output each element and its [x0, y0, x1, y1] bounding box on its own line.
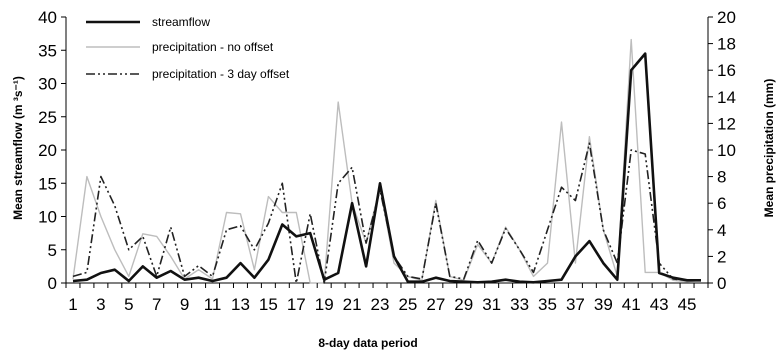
x-tick-label: 13: [231, 295, 250, 314]
x-tick-label: 39: [594, 295, 613, 314]
x-tick-label: 43: [650, 295, 669, 314]
y-right-tick-label: 14: [717, 88, 736, 107]
y-left-tick-label: 0: [48, 274, 57, 293]
x-tick-label: 21: [343, 295, 362, 314]
legend-label-precip-3day-offset: precipitation - 3 day offset: [152, 67, 290, 81]
x-tick-label: 11: [204, 295, 222, 314]
x-tick-label: 35: [538, 295, 557, 314]
x-tick-label: 29: [454, 295, 473, 314]
x-tick-label: 23: [371, 295, 390, 314]
y-right-tick-label: 20: [717, 8, 736, 27]
y-right-tick-label: 16: [717, 61, 736, 80]
legend: streamflow precipitation - no offset pre…: [86, 15, 290, 81]
y-right-tick-label: 4: [717, 221, 726, 240]
legend-label-precip-no-offset: precipitation - no offset: [152, 40, 274, 54]
y-right-tick-label: 2: [717, 247, 726, 266]
legend-label-streamflow: streamflow: [152, 15, 210, 29]
y-left-tick-label: 5: [48, 241, 57, 260]
y-axis-right-label: Mean precipitation (mm): [762, 79, 776, 218]
y-left-tick-label: 35: [38, 41, 57, 60]
x-tick-label: 19: [315, 295, 334, 314]
x-tick-label: 5: [124, 295, 133, 314]
y-right-tick-label: 6: [717, 194, 726, 213]
y-right-tick-label: 18: [717, 35, 736, 54]
x-tick-label: 31: [482, 295, 501, 314]
x-tick-label: 41: [622, 295, 641, 314]
y-left-tick-label: 15: [38, 174, 57, 193]
y-right-tick-label: 8: [717, 168, 726, 187]
series-line-streamflow: [72, 52, 701, 284]
x-tick-label: 45: [678, 295, 697, 314]
series-layer: [72, 38, 702, 284]
x-axis-label: 8-day data period: [318, 336, 417, 350]
y-left-tick-label: 20: [38, 141, 57, 160]
x-tick-label: 17: [287, 295, 306, 314]
plot-area: [65, 17, 709, 284]
y-right-tick-label: 0: [717, 274, 726, 293]
y-right-tick-label: 12: [717, 114, 736, 133]
y-axis-left-label: Mean streamflow (m ³s⁻¹): [11, 76, 25, 220]
x-tick-label: 9: [180, 295, 189, 314]
x-tick-label: 37: [566, 295, 585, 314]
x-tick-label: 3: [96, 295, 105, 314]
x-tick-label: 33: [510, 295, 529, 314]
x-tick-label: 15: [259, 295, 278, 314]
y-left-tick-label: 30: [38, 75, 57, 94]
y-left-tick-label: 10: [38, 208, 57, 227]
x-tick-label: 27: [426, 295, 445, 314]
x-tick-label: 7: [152, 295, 161, 314]
x-tick-label: 25: [398, 295, 417, 314]
x-tick-label: 1: [68, 295, 77, 314]
y-right-tick-label: 10: [717, 141, 736, 160]
y-left-tick-label: 40: [38, 8, 57, 27]
y-left-tick-label: 25: [38, 108, 57, 127]
